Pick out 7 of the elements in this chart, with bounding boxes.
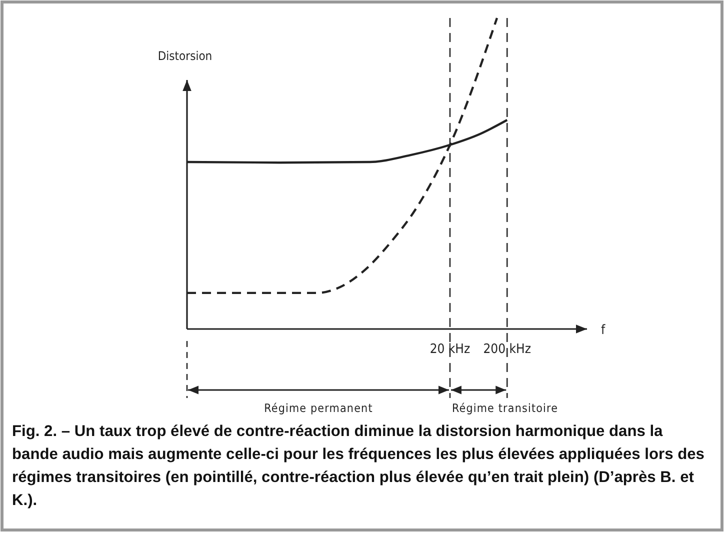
- caption: Fig. 2. – Un taux trop élevé de contre-réaction diminue la distorsion harmonique dans la bande audio mais augmente celle-ci pour les fréquences les plus élevées appliquées lors des régimes transitoires (en pointillé, contre-réaction plus élevée qu’en trait plein) (D’après B. et K.).: [12, 423, 705, 509]
- text: Régime permanent: [264, 401, 373, 415]
- x-axis-title: f: [601, 323, 606, 338]
- x-tick-label: 200 kHz: [483, 342, 531, 357]
- x-tick-label: 20 kHz: [430, 342, 470, 357]
- y-axis-title: Distorsion: [158, 49, 212, 63]
- text: Régime transitoire: [452, 401, 558, 415]
